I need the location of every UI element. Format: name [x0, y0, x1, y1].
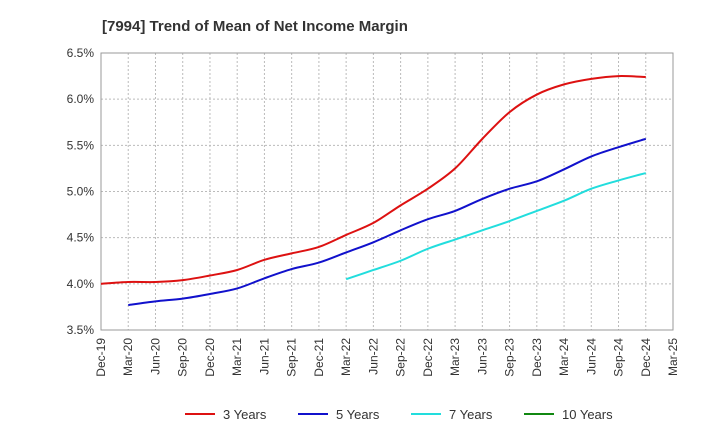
x-tick-label: Jun-22: [366, 338, 380, 375]
x-tick-label: Dec-22: [421, 338, 435, 377]
plot-area: [100, 52, 674, 331]
y-tick-label: 4.0%: [67, 277, 95, 291]
chart-title: [7994] Trend of Mean of Net Income Margi…: [102, 18, 408, 35]
legend-label-10-years: 10 Years: [562, 407, 613, 422]
legend: 3 Years 5 Years 7 Years 10 Years: [185, 407, 613, 422]
x-tick-label: Mar-24: [557, 338, 571, 376]
x-tick-label: Jun-20: [148, 338, 162, 375]
series-lines: [100, 75, 647, 307]
y-tick-label: 4.5%: [67, 231, 95, 245]
x-tick-label: Sep-22: [394, 338, 408, 377]
y-tick-label: 5.5%: [67, 138, 95, 152]
series-line-5-years: [128, 137, 647, 307]
y-tick-label: 5.0%: [67, 185, 95, 199]
y-axis: 3.5% 4.0% 4.5% 5.0% 5.5% 6.0% 6.5%: [67, 46, 95, 337]
x-tick-label: Dec-21: [312, 338, 326, 377]
x-axis: Dec-19 Mar-20 Jun-20 Sep-20 Dec-20 Mar-21 Jun-…: [94, 338, 680, 377]
legend-label-7-years: 7 Years: [449, 407, 493, 422]
x-tick-label: Mar-22: [339, 338, 353, 376]
x-tick-label: Mar-23: [448, 338, 462, 376]
legend-label-3-years: 3 Years: [223, 407, 267, 422]
x-tick-label: Dec-19: [94, 338, 108, 377]
x-tick-label: Mar-25: [666, 338, 680, 376]
x-tick-label: Jun-23: [475, 338, 489, 375]
x-tick-label: Dec-20: [203, 338, 217, 377]
y-tick-label: 3.5%: [67, 323, 95, 337]
x-tick-label: Jun-24: [584, 338, 598, 375]
x-tick-label: Dec-23: [530, 338, 544, 377]
x-tick-label: Dec-24: [639, 338, 653, 377]
x-tick-label: Sep-23: [503, 338, 517, 377]
y-tick-label: 6.5%: [67, 46, 95, 60]
x-tick-label: Jun-21: [257, 338, 271, 375]
grid: [101, 53, 673, 330]
y-tick-label: 6.0%: [67, 92, 95, 106]
x-tick-label: Sep-20: [176, 338, 190, 377]
x-tick-label: Mar-21: [230, 338, 244, 376]
x-tick-label: Sep-21: [285, 338, 299, 377]
x-tick-label: Mar-20: [121, 338, 135, 376]
series-line-7-years: [345, 172, 647, 281]
legend-label-5-years: 5 Years: [336, 407, 380, 422]
x-tick-label: Sep-24: [612, 338, 626, 377]
series-line-3-years: [100, 75, 646, 285]
